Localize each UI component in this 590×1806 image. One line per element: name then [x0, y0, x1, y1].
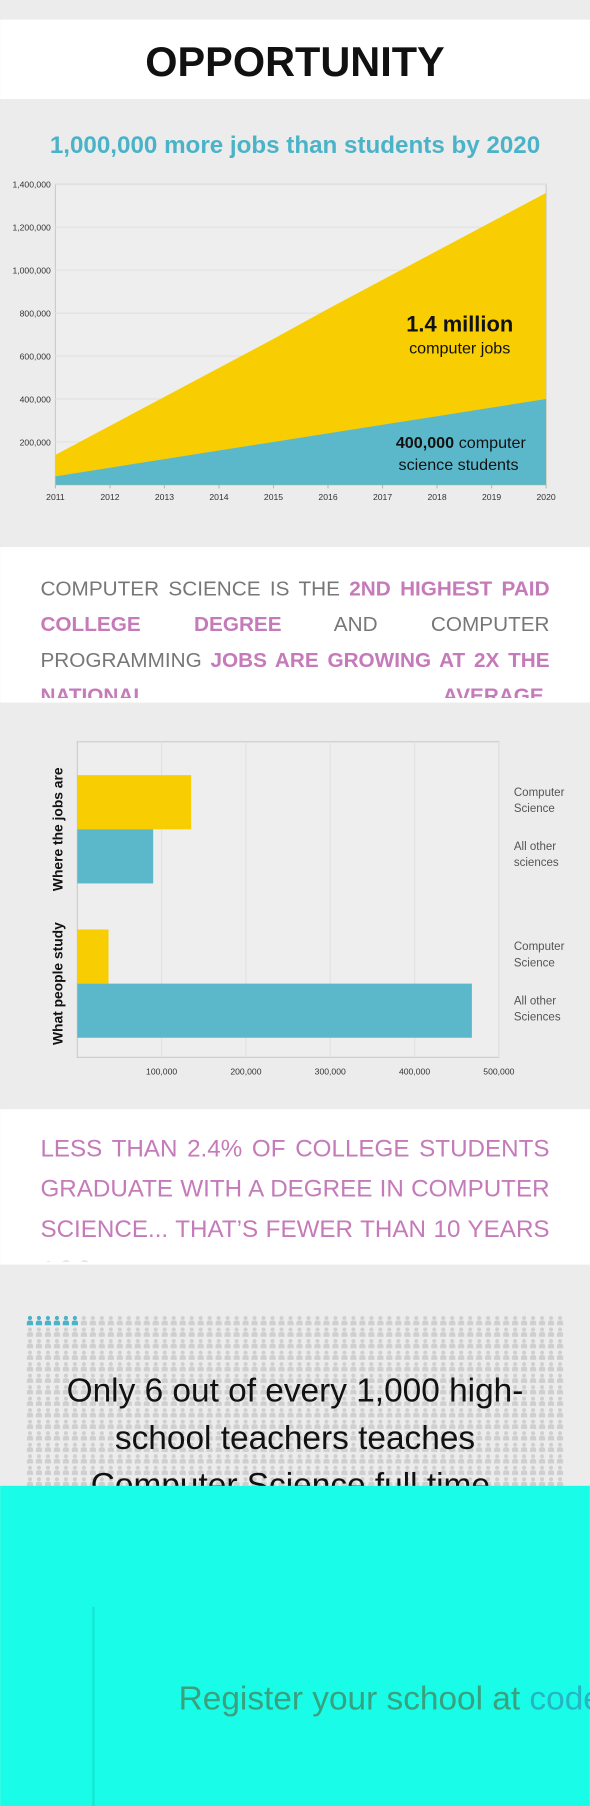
bar	[77, 775, 192, 830]
bar-label-box: Computer Science	[513, 786, 565, 815]
person-icon	[45, 1315, 51, 1321]
area	[55, 192, 547, 485]
highlighted-people	[26, 1315, 79, 1326]
annotation: computer jobs	[409, 340, 510, 358]
area-chart: 200,000 400,000 600,000 800,000 1,000,000 1,2…	[12, 180, 555, 502]
person-icon	[54, 1315, 59, 1321]
bar-chart: 100,000 200,000 300,000 400,000 500,000 Where…	[49, 741, 565, 1077]
y-tick-label: 800,000	[20, 309, 51, 319]
bar-label-box: All other sciences	[513, 840, 559, 870]
bar-label: All other sciences	[513, 840, 559, 870]
statement-highlight: 2ND HIGHEST PAID COLLEGE DEGREE	[40, 577, 550, 636]
statement-box: COMPUTER SCIENCE IS THE 2ND HIGHEST PAID…	[40, 571, 549, 698]
group-label: Where the jobs are	[49, 767, 65, 891]
y-tick-label: 600,000	[20, 352, 51, 362]
group-label: What people study	[49, 922, 65, 1045]
x-tick-label: 500,000	[483, 1067, 514, 1077]
x-tick-label: 400,000	[399, 1067, 430, 1077]
bar	[77, 983, 472, 1038]
annotation: 1.4 million	[406, 312, 513, 337]
annotation: 400,000 computer	[396, 434, 527, 452]
x-tick-label: 2011	[46, 492, 65, 502]
person-icon	[63, 1315, 68, 1321]
bar-label: All other Sciences	[513, 994, 561, 1024]
footer-link[interactable]: code.org	[529, 1680, 590, 1717]
statement-highlight: JOBS ARE GROWING AT 2X THE NATIONAL AVER…	[40, 648, 550, 698]
x-tick-label: 2020	[536, 492, 555, 502]
person-icon	[71, 1320, 79, 1326]
x-tick-label: 100,000	[146, 1067, 177, 1077]
person-icon	[44, 1320, 52, 1326]
footer-label: Register your school at	[179, 1680, 530, 1717]
bar-label-box: Computer Science	[513, 940, 565, 970]
x-tick-label: 2016	[318, 492, 337, 502]
bar-label-box: All other Sciences	[513, 994, 561, 1024]
person-icon	[26, 1320, 34, 1326]
person-icon	[35, 1320, 43, 1326]
statement-band	[0, 1109, 590, 1265]
bar	[77, 929, 109, 984]
title-band	[0, 19, 590, 100]
person-icon	[72, 1315, 77, 1321]
statement-text: .	[543, 684, 550, 698]
bar	[77, 829, 154, 884]
bar-label: Computer Science	[513, 940, 565, 970]
area	[55, 399, 547, 485]
x-tick-label: 2017	[373, 492, 392, 502]
statement-text: AND COMPUTER PROGRAMMING	[40, 612, 550, 672]
annotation: science students	[399, 456, 519, 474]
x-tick-label: 200,000	[230, 1067, 261, 1077]
x-tick-label: 2019	[482, 492, 501, 502]
bar-label: Computer Science	[513, 786, 565, 815]
x-tick-label: 2013	[155, 492, 174, 502]
footer-text: Register your school at code.org	[179, 1680, 590, 1717]
annotation-value: 400,000	[396, 434, 454, 452]
x-tick-label: 2014	[209, 492, 228, 502]
y-tick-label: 400,000	[20, 394, 51, 404]
x-tick-label: 2018	[427, 492, 446, 502]
x-tick-label: 2015	[264, 492, 283, 502]
annotation-text: computer	[459, 434, 527, 452]
footer-band	[0, 1485, 590, 1806]
person-icon	[36, 1315, 42, 1321]
x-tick-label: 300,000	[315, 1067, 346, 1077]
statement: COMPUTER SCIENCE IS THE 2ND HIGHEST PAID…	[40, 571, 549, 698]
y-tick-label: 1,200,000	[12, 223, 51, 233]
y-tick-label: 1,000,000	[12, 266, 51, 276]
person-icon	[27, 1315, 33, 1321]
y-tick-label: 1,400,000	[12, 180, 51, 190]
chart-title: 1,000,000 more jobs than students by 202…	[50, 132, 540, 159]
person-icon	[62, 1320, 70, 1326]
x-tick-label: 2012	[100, 492, 119, 502]
statement-text: COMPUTER SCIENCE IS THE	[40, 577, 350, 601]
person-icon	[53, 1320, 61, 1326]
statement-box: LESS THAN 2.4% OF COLLEGE STUDENTS GRADU…	[40, 1135, 550, 1262]
statement: LESS THAN 2.4% OF COLLEGE STUDENTS GRADU…	[40, 1135, 550, 1262]
page-title: OPPORTUNITY	[145, 38, 444, 85]
statement-band	[0, 547, 590, 703]
y-tick-label: 200,000	[20, 437, 51, 447]
